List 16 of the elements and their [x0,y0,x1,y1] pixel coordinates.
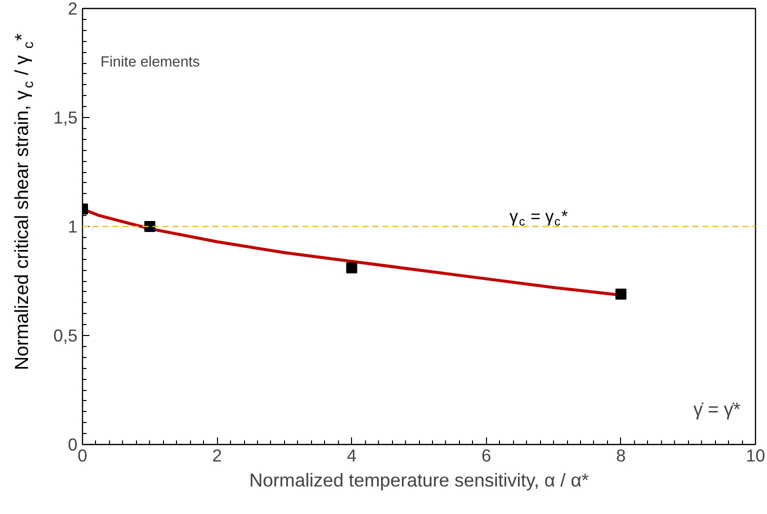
point [615,288,626,300]
x-tick-label: 8 [616,446,626,466]
y-axis-title: Normalized critical shear strain, γc / γc* [12,32,36,370]
x-tick-label: 10 [746,446,766,466]
point [144,221,156,232]
x-tick-label: 6 [481,446,492,466]
x-tick-label: 2 [212,446,222,466]
y-tick-label: 2 [68,0,78,18]
y-tick-label: 1 [68,216,78,236]
annotation: Finite elements [100,54,200,70]
y-tick-label: 0,5 [53,326,78,346]
annotation: γ̇ = γ̇* [693,398,741,420]
point [346,262,358,274]
x-axis-title: Normalized temperature sensitivity, α / α* [249,470,589,490]
y-tick-label: 1,5 [53,108,78,128]
x-tick-label: 4 [346,446,357,466]
